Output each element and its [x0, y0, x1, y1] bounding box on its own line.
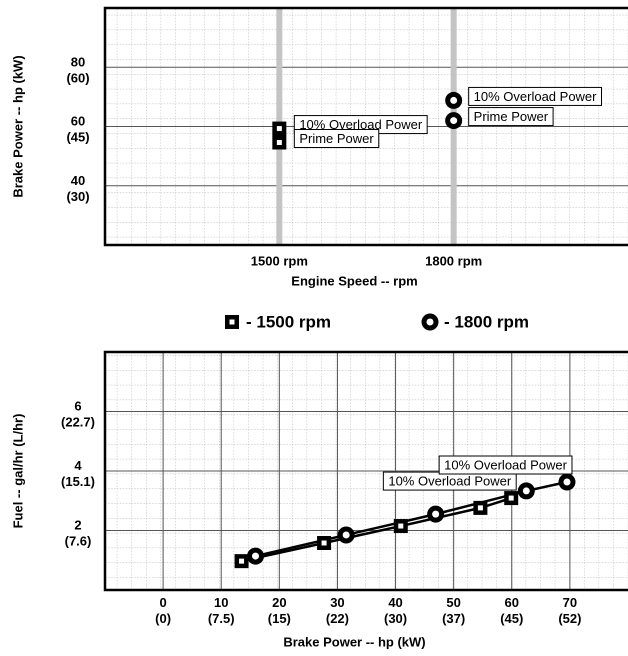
marker-hole	[450, 117, 458, 125]
y-axis-label: Fuel -- gal/hr (L/hr)	[10, 414, 25, 529]
legend-label: - 1800 rpm	[444, 312, 529, 331]
x-tick-label: 1500 rpm	[251, 253, 308, 268]
annotation-text: 10% Overload Power	[474, 89, 598, 104]
annotation: Prime Power	[293, 128, 380, 148]
x-tick-label: 0 (0)	[155, 595, 171, 626]
marker-hole	[229, 319, 235, 325]
x-axis-label: Engine Speed -- rpm	[291, 273, 417, 288]
marker-hole	[252, 552, 260, 560]
marker-hole	[450, 96, 458, 104]
marker	[473, 500, 488, 515]
annotation: 10% Overload Power	[438, 455, 573, 475]
marker-hole	[426, 318, 434, 326]
marker-hole	[522, 487, 530, 495]
marker	[272, 135, 287, 150]
annotation-text: 10% Overload Power	[388, 474, 512, 489]
annotation-box	[468, 86, 603, 106]
y-tick-label: 60 (45)	[66, 114, 89, 145]
legend-label: - 1500 rpm	[246, 312, 331, 331]
marker	[337, 526, 355, 544]
x-tick-label: 60 (45)	[500, 595, 523, 626]
x-axis-label: Brake Power -- hp (kW)	[283, 634, 425, 649]
annotation-text: Prime Power	[474, 109, 549, 124]
marker	[445, 112, 463, 130]
annotation-text: 10% Overload Power	[444, 457, 568, 472]
marker-hole	[276, 139, 282, 145]
marker-hole	[321, 540, 327, 546]
marker	[247, 547, 265, 565]
marker	[558, 473, 576, 491]
marker	[317, 535, 332, 550]
x-tick-label: 10 (7.5)	[208, 595, 235, 626]
marker	[393, 519, 408, 534]
marker	[445, 91, 463, 109]
marker-hole	[508, 495, 514, 501]
marker-hole	[239, 558, 245, 564]
x-tick-label: 1800 rpm	[425, 253, 482, 268]
marker	[427, 505, 445, 523]
marker	[272, 121, 287, 136]
annotation: 10% Overload Power	[468, 86, 603, 106]
annotation-box	[438, 455, 573, 475]
plot-frame	[103, 350, 628, 592]
marker	[517, 482, 535, 500]
x-tick-label: 40 (30)	[384, 595, 407, 626]
marker	[234, 554, 249, 569]
plot-frame	[103, 6, 628, 247]
marker-hole	[477, 505, 483, 511]
marker	[225, 315, 239, 329]
marker-hole	[342, 531, 350, 539]
x-tick-label: 70 (52)	[558, 595, 581, 626]
marker-hole	[398, 523, 404, 529]
y-tick-label: 4 (15.1)	[61, 458, 95, 489]
x-tick-label: 50 (37)	[442, 595, 465, 626]
annotation-box	[293, 128, 380, 148]
marker-hole	[432, 510, 440, 518]
x-tick-label: 30 (22)	[326, 595, 349, 626]
y-tick-label: 40 (30)	[66, 173, 89, 204]
y-axis-label: Brake Power -- hp (kW)	[10, 55, 25, 197]
y-tick-label: 2 (7.6)	[65, 518, 92, 549]
marker-hole	[276, 126, 282, 132]
annotation-text: 10% Overload Power	[299, 117, 423, 132]
annotation-box	[468, 107, 554, 127]
x-tick-label: 20 (15)	[268, 595, 291, 626]
annotation: Prime Power	[468, 107, 554, 127]
marker	[421, 313, 439, 331]
y-tick-label: 6 (22.7)	[61, 399, 95, 430]
annotation: 10% Overload Power	[382, 471, 517, 491]
y-tick-label: 80 (60)	[66, 55, 89, 86]
marker-hole	[563, 478, 571, 486]
annotation-text: Prime Power	[299, 131, 374, 146]
marker	[504, 491, 519, 506]
